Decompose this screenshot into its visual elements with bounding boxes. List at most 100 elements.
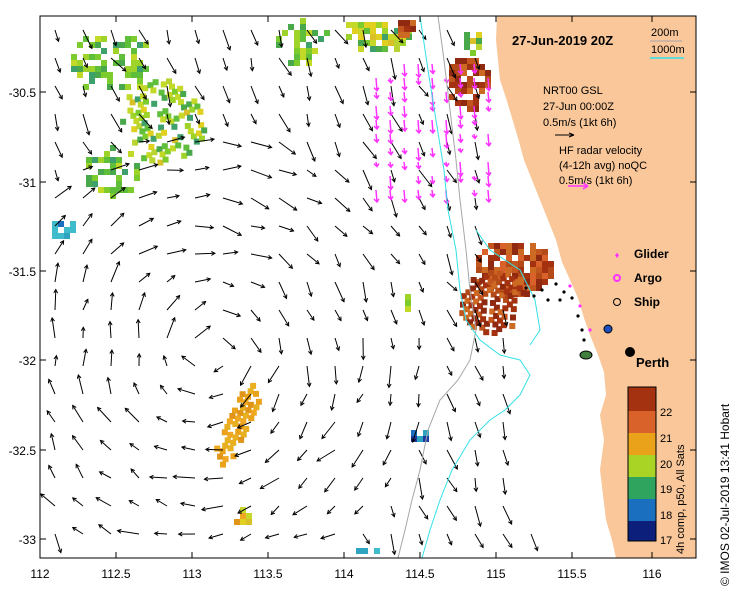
current-arrow [299,421,308,440]
current-arrow [194,251,216,256]
sst-pixel [449,70,455,76]
hf-radar-arrow [401,77,408,91]
current-arrow [270,421,280,435]
sst-pixel [224,423,231,430]
sst-pixel [476,38,482,44]
sst-pixel [483,273,490,280]
sst-pixel [489,308,496,315]
sst-pixel [196,130,202,137]
ship-symbol [613,298,621,306]
current-arrow [46,410,56,423]
current-arrow [326,505,336,515]
sst-pixel [510,314,516,321]
sst-pixel [149,157,156,164]
current-arrow [159,384,168,395]
current-arrow [385,421,392,440]
sst-pixel [132,139,139,146]
current-arrow [155,416,168,423]
sst-pixel [160,81,167,88]
sst-pixel [134,169,140,175]
current-arrow [446,85,458,102]
hf-radar-arrow [387,147,394,156]
sst-pixel [64,233,70,239]
current-arrow [334,309,342,322]
sst-pixel [518,261,524,267]
sst-pixel [473,82,479,88]
current-arrow [194,325,212,339]
sst-pixel [89,66,95,72]
sst-pixel [536,267,542,273]
sst-pixel [404,20,410,26]
current-arrow [446,57,457,79]
current-arrow [133,382,140,395]
current-arrow [474,393,481,407]
hf-radar-arrow [401,91,408,103]
sst-pixel [488,243,494,249]
sst-pixel [461,58,467,64]
sst-pixel [237,410,244,417]
sst-pixel [169,97,176,103]
sst-pixel [288,24,294,30]
sst-pixel [473,100,479,106]
current-arrow [502,449,510,467]
current-arrow [306,253,320,265]
sst-pixel [517,276,524,283]
current-arrow [49,432,56,451]
sst-pixel [476,261,482,267]
sst-pixel [306,48,312,54]
current-arrow [354,505,364,515]
current-arrow [278,309,290,327]
current-arrow [82,348,88,367]
current-arrow [194,57,201,75]
current-arrow [306,197,323,205]
sst-pixel [482,249,488,255]
city-label: Perth [636,355,669,370]
sst-pixel [122,187,128,193]
current-arrow [54,533,63,554]
sst-pixel [405,306,411,312]
current-arrow [153,444,168,451]
current-arrow [181,355,196,367]
sst-pixel [227,431,234,438]
sst-pixel [137,136,144,143]
sst-pixel [476,44,482,50]
sst-pixel [137,66,143,72]
sst-pixel [107,72,113,78]
sst-pixel [518,273,524,279]
current-arrow [138,113,153,130]
sst-pixel [220,461,226,468]
sst-pixel [500,261,506,267]
sst-pixel [481,299,488,306]
sst-pixel [512,261,518,267]
sst-pixel [512,243,518,249]
x-tick-label: 116 [642,567,661,581]
current-arrow [82,264,89,283]
current-arrow [96,406,112,423]
sst-pixel [500,249,506,255]
current-arrow [306,29,318,45]
current-arrow [306,309,315,321]
current-arrow [200,505,224,512]
current-arrow [250,197,270,210]
sst-pixel [239,404,246,411]
hf-radar-arrow [429,63,436,75]
current-arrow [54,57,62,74]
current-arrow [474,169,481,184]
hf-radar-arrow [471,105,478,120]
current-arrow [362,197,373,212]
depth-label-1000m: 1000m [651,44,685,56]
sst-pixel [358,40,364,46]
current-arrow [222,29,232,51]
sst-pixel [177,134,184,141]
sst-pixel [306,42,312,48]
current-arrow [128,500,140,507]
current-arrow [306,169,317,178]
hf-radar-arrow [443,161,450,168]
hf-radar-arrow [457,147,464,154]
hf-radar-arrow [457,175,464,184]
sst-pixel [131,126,138,133]
sst-pixel [110,163,116,169]
sst-pixel [530,267,536,273]
current-arrow [110,141,123,154]
sst-pixel [455,88,461,94]
